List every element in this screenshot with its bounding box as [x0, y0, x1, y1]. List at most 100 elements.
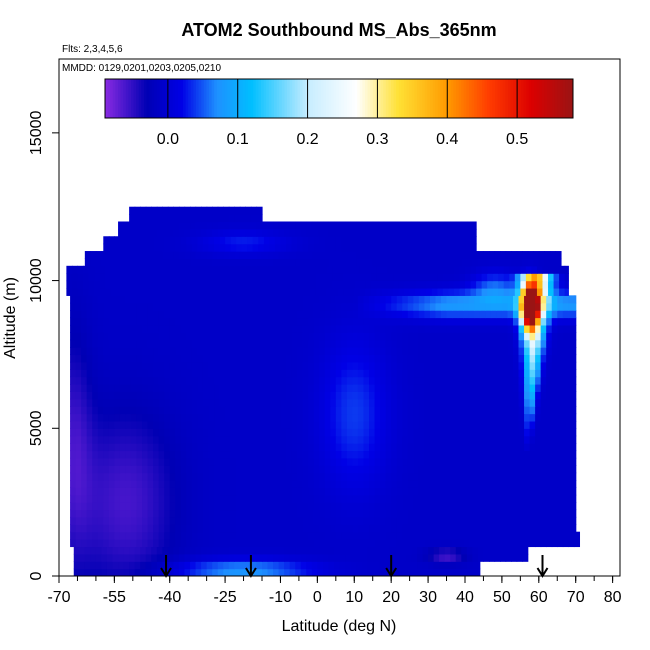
heatmap-cell [352, 398, 359, 407]
heatmap-cell [393, 280, 400, 289]
heatmap-cell [341, 347, 348, 356]
heatmap-cell [468, 509, 475, 518]
heatmap-cell [417, 553, 424, 562]
heatmap-cell [230, 324, 237, 333]
heatmap-cell [75, 487, 82, 496]
heatmap-cell [258, 236, 265, 245]
heatmap-cell [341, 465, 348, 474]
heatmap-cell [446, 435, 453, 444]
heatmap-cell [278, 221, 285, 230]
heatmap-cell [488, 546, 496, 555]
heatmap-cell [186, 369, 193, 378]
heatmap-cell [309, 273, 317, 282]
heatmap-cell [529, 295, 536, 304]
colorbar-swatch [258, 79, 262, 118]
heatmap-cell [363, 369, 370, 378]
heatmap-cell [341, 236, 348, 245]
heatmap-cell [154, 287, 162, 296]
heatmap-cell [352, 302, 359, 311]
heatmap-cell [346, 413, 354, 422]
heatmap-cell [125, 413, 132, 422]
heatmap-cell [202, 516, 210, 525]
heatmap-cell [92, 376, 99, 385]
heatmap-cell [302, 524, 309, 533]
heatmap-cell [341, 383, 348, 392]
heatmap-cell [501, 539, 509, 548]
heatmap-cell [357, 317, 365, 326]
heatmap-cell [520, 287, 527, 296]
heatmap-cell [97, 509, 104, 518]
heatmap-cell [446, 339, 453, 348]
heatmap-cell [474, 339, 481, 348]
heatmap-cell [324, 317, 331, 326]
heatmap-cell [496, 398, 503, 407]
heatmap-cell [142, 236, 149, 245]
heatmap-cell [424, 324, 431, 333]
heatmap-cell [308, 243, 315, 252]
heatmap-cell [490, 516, 497, 525]
heatmap-cell [164, 443, 171, 452]
heatmap-cell [140, 568, 147, 576]
heatmap-cell [108, 516, 115, 525]
heatmap-cell [324, 354, 331, 363]
heatmap-cell [166, 287, 173, 296]
heatmap-cell [247, 236, 254, 245]
heatmap-cell [297, 332, 304, 341]
heatmap-cell [518, 406, 525, 415]
heatmap-cell [413, 539, 420, 548]
heatmap-cell [241, 479, 248, 488]
heatmap-cell [92, 509, 99, 518]
heatmap-cell [535, 457, 542, 466]
heatmap-cell [153, 302, 160, 311]
heatmap-cell [230, 361, 237, 370]
heatmap-cell [529, 509, 536, 518]
heatmap-cell [269, 450, 276, 459]
heatmap-cell [405, 221, 413, 230]
heatmap-cell [452, 339, 459, 348]
heatmap-cell [247, 472, 254, 481]
heatmap-cell [383, 221, 390, 230]
heatmap-cell [507, 406, 514, 415]
heatmap-cell [302, 457, 309, 466]
heatmap-cell [479, 502, 486, 511]
heatmap-cell [132, 287, 139, 296]
heatmap-cell [540, 524, 547, 533]
colorbar-swatch [424, 79, 428, 118]
heatmap-cell [363, 317, 370, 326]
heatmap-cell [396, 324, 403, 333]
heatmap-cell [468, 361, 475, 370]
heatmap-cell [169, 295, 176, 304]
heatmap-cell [479, 539, 486, 548]
heatmap-cell [212, 568, 219, 576]
heatmap-cell [180, 472, 187, 481]
heatmap-cell [496, 383, 503, 392]
heatmap-cell [441, 243, 448, 252]
heatmap-cell [308, 236, 315, 245]
heatmap-cell [435, 332, 442, 341]
heatmap-cell [573, 391, 577, 400]
heatmap-cell [267, 228, 274, 237]
heatmap-cell [341, 406, 348, 415]
colorbar-swatch [495, 79, 499, 118]
heatmap-cell [341, 539, 348, 548]
heatmap-cell [291, 347, 298, 356]
heatmap-cell [291, 443, 298, 452]
colorbar-swatch [281, 79, 285, 118]
heatmap-cell [123, 561, 130, 570]
heatmap-cell [324, 472, 331, 481]
colorbar-swatch [456, 79, 460, 118]
heatmap-cell [197, 376, 204, 385]
heatmap-cell [158, 472, 165, 481]
heatmap-cell [274, 428, 282, 437]
x-tick-label: -70 [47, 589, 70, 606]
heatmap-cell [490, 332, 497, 341]
heatmap-cell [500, 251, 507, 260]
colorbar-tick-label: 0.4 [436, 131, 458, 148]
heatmap-cell [208, 391, 215, 400]
heatmap-cell [304, 280, 311, 289]
heatmap-cell [308, 435, 315, 444]
heatmap-cell [186, 310, 193, 319]
colorbar-tick-label: 0.2 [296, 131, 318, 148]
heatmap-cell [202, 472, 210, 481]
heatmap-cell [435, 479, 442, 488]
